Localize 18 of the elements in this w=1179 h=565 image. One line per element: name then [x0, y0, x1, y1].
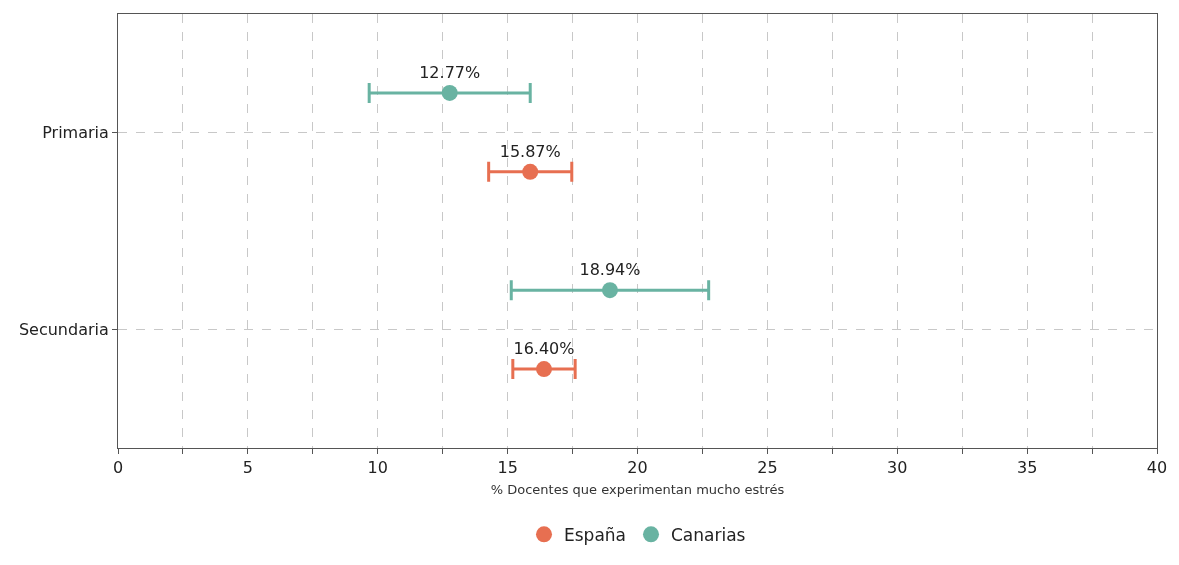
x-axis-title: % Docentes que experimentan mucho estrés	[490, 481, 785, 497]
x-tick-label: 25	[757, 458, 778, 478]
x-tick-label: 20	[627, 458, 648, 478]
x-tick-label: 10	[367, 458, 388, 478]
data-label: 18.94%	[579, 260, 641, 280]
y-tick-label: Secundaria	[18, 320, 109, 340]
x-tick-label: 0	[112, 458, 124, 478]
x-tick-label: 5	[242, 458, 253, 478]
data-label: 12.77%	[419, 62, 481, 82]
legend-label: Canarias	[671, 524, 746, 545]
x-tick-label: 35	[1016, 458, 1038, 478]
y-tick-label: Primaria	[42, 122, 109, 142]
legend-label: España	[564, 524, 626, 545]
x-tick-label: 40	[1146, 458, 1168, 478]
x-tick-label: 15	[497, 458, 518, 478]
data-label: 15.87%	[499, 141, 561, 161]
data-label: 16.40%	[513, 339, 575, 359]
x-tick-label: 30	[887, 458, 908, 478]
